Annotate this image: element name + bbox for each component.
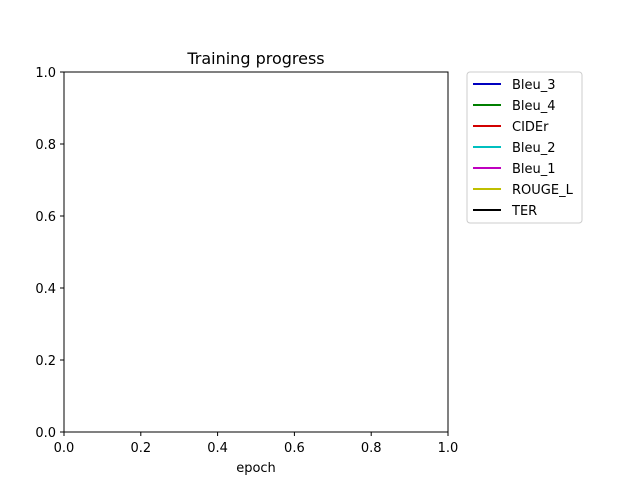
y-tick-label: 0.8 — [35, 138, 56, 153]
legend-label: ROUGE_L — [512, 183, 574, 198]
y-tick-label: 1.0 — [35, 66, 56, 81]
x-tick-label: 0.6 — [284, 441, 305, 456]
plot-area — [63, 71, 449, 433]
legend-label: Bleu_2 — [512, 141, 556, 156]
axes-frame — [63, 71, 449, 433]
legend-label: Bleu_4 — [512, 99, 556, 114]
x-tick-label: 0.0 — [54, 441, 75, 456]
legend-label: TER — [511, 204, 537, 219]
chart-title: Training progress — [186, 49, 324, 68]
legend-label: Bleu_3 — [512, 78, 556, 93]
x-tick-label: 0.8 — [361, 441, 382, 456]
x-tick-label: 0.4 — [207, 441, 228, 456]
y-tick-label: 0.0 — [35, 426, 56, 441]
legend: Bleu_3 Bleu_4 CIDEr Bleu_2 Bleu_1 ROUGE_L TER — [466, 71, 583, 224]
y-tick-label: 0.2 — [35, 354, 56, 369]
y-axis: 0.0 0.2 0.4 0.6 0.8 1.0 — [35, 66, 64, 441]
legend-label: CIDEr — [512, 120, 549, 135]
x-tick-label: 1.0 — [438, 441, 459, 456]
y-tick-label: 0.4 — [35, 282, 56, 297]
legend-frame — [466, 71, 583, 224]
x-axis-label: epoch — [236, 461, 276, 476]
legend-label: Bleu_1 — [512, 162, 556, 177]
x-tick-label: 0.2 — [130, 441, 151, 456]
x-axis: 0.0 0.2 0.4 0.6 0.8 1.0 — [54, 432, 459, 456]
legend-entries: Bleu_3 Bleu_4 CIDEr Bleu_2 Bleu_1 ROUGE_L TER — [473, 78, 574, 219]
y-tick-label: 0.6 — [35, 210, 56, 225]
